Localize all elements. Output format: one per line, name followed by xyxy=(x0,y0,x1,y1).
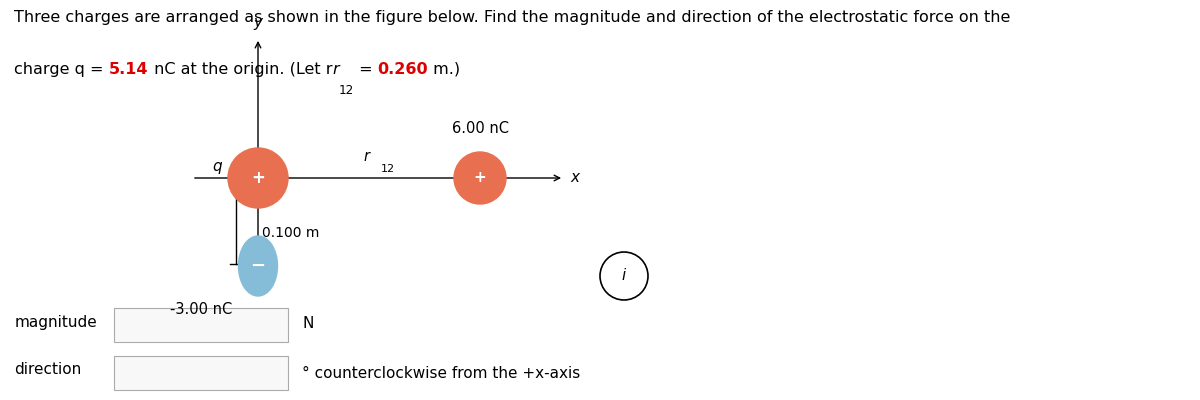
Text: 5.14: 5.14 xyxy=(109,62,149,77)
Text: ° counterclockwise from the +x-axis: ° counterclockwise from the +x-axis xyxy=(302,366,581,382)
Text: =: = xyxy=(354,62,378,77)
Ellipse shape xyxy=(228,148,288,208)
Text: N: N xyxy=(302,316,313,332)
Text: 0.260: 0.260 xyxy=(378,62,428,77)
Text: r: r xyxy=(332,62,338,77)
Text: -3.00 nC: -3.00 nC xyxy=(170,302,233,317)
FancyBboxPatch shape xyxy=(114,308,288,342)
Ellipse shape xyxy=(454,152,506,204)
Ellipse shape xyxy=(239,236,277,296)
Text: i: i xyxy=(622,268,626,284)
Text: r: r xyxy=(364,149,370,164)
Text: −: − xyxy=(251,257,265,275)
Text: x: x xyxy=(570,170,580,186)
Text: m.): m.) xyxy=(428,62,461,77)
Text: +: + xyxy=(251,169,265,187)
Text: y: y xyxy=(253,15,263,30)
Text: magnitude: magnitude xyxy=(14,314,97,330)
Text: charge q =: charge q = xyxy=(14,62,109,77)
Text: 12: 12 xyxy=(382,164,395,174)
Text: 6.00 nC: 6.00 nC xyxy=(451,121,509,136)
Text: direction: direction xyxy=(14,362,82,378)
Text: +: + xyxy=(474,170,486,186)
Text: q: q xyxy=(212,159,222,174)
FancyBboxPatch shape xyxy=(114,356,288,390)
Text: nC at the origin. (Let r: nC at the origin. (Let r xyxy=(149,62,332,77)
Text: 0.100 m: 0.100 m xyxy=(262,226,319,240)
Text: 12: 12 xyxy=(338,84,354,97)
Text: Three charges are arranged as shown in the figure below. Find the magnitude and : Three charges are arranged as shown in t… xyxy=(14,10,1010,25)
